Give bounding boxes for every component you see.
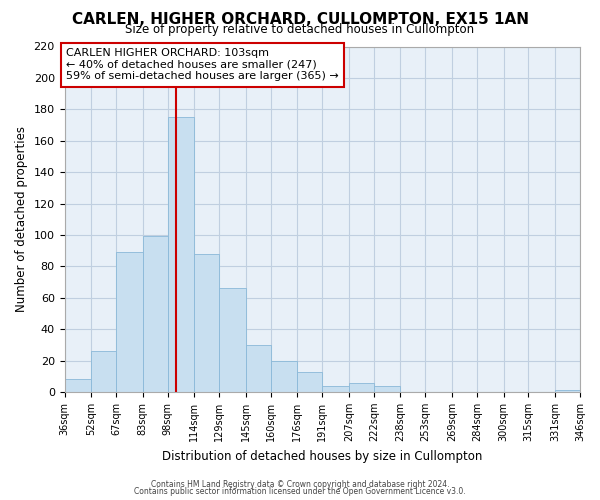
- Bar: [374, 386, 400, 392]
- Bar: [91, 351, 116, 392]
- Text: Contains HM Land Registry data © Crown copyright and database right 2024.: Contains HM Land Registry data © Crown c…: [151, 480, 449, 489]
- Bar: [298, 372, 322, 392]
- Text: Contains public sector information licensed under the Open Government Licence v3: Contains public sector information licen…: [134, 487, 466, 496]
- X-axis label: Distribution of detached houses by size in Cullompton: Distribution of detached houses by size …: [162, 450, 482, 462]
- Bar: [116, 252, 143, 392]
- Bar: [555, 390, 580, 392]
- Bar: [194, 254, 219, 392]
- Y-axis label: Number of detached properties: Number of detached properties: [15, 126, 28, 312]
- Bar: [65, 380, 91, 392]
- Bar: [167, 117, 194, 392]
- Bar: [219, 288, 246, 392]
- Text: CARLEN HIGHER ORCHARD: 103sqm
← 40% of detached houses are smaller (247)
59% of : CARLEN HIGHER ORCHARD: 103sqm ← 40% of d…: [66, 48, 339, 82]
- Bar: [322, 386, 349, 392]
- Bar: [349, 382, 374, 392]
- Bar: [246, 345, 271, 392]
- Bar: [143, 236, 167, 392]
- Text: CARLEN, HIGHER ORCHARD, CULLOMPTON, EX15 1AN: CARLEN, HIGHER ORCHARD, CULLOMPTON, EX15…: [71, 12, 529, 28]
- Bar: [271, 360, 298, 392]
- Text: Size of property relative to detached houses in Cullompton: Size of property relative to detached ho…: [125, 22, 475, 36]
